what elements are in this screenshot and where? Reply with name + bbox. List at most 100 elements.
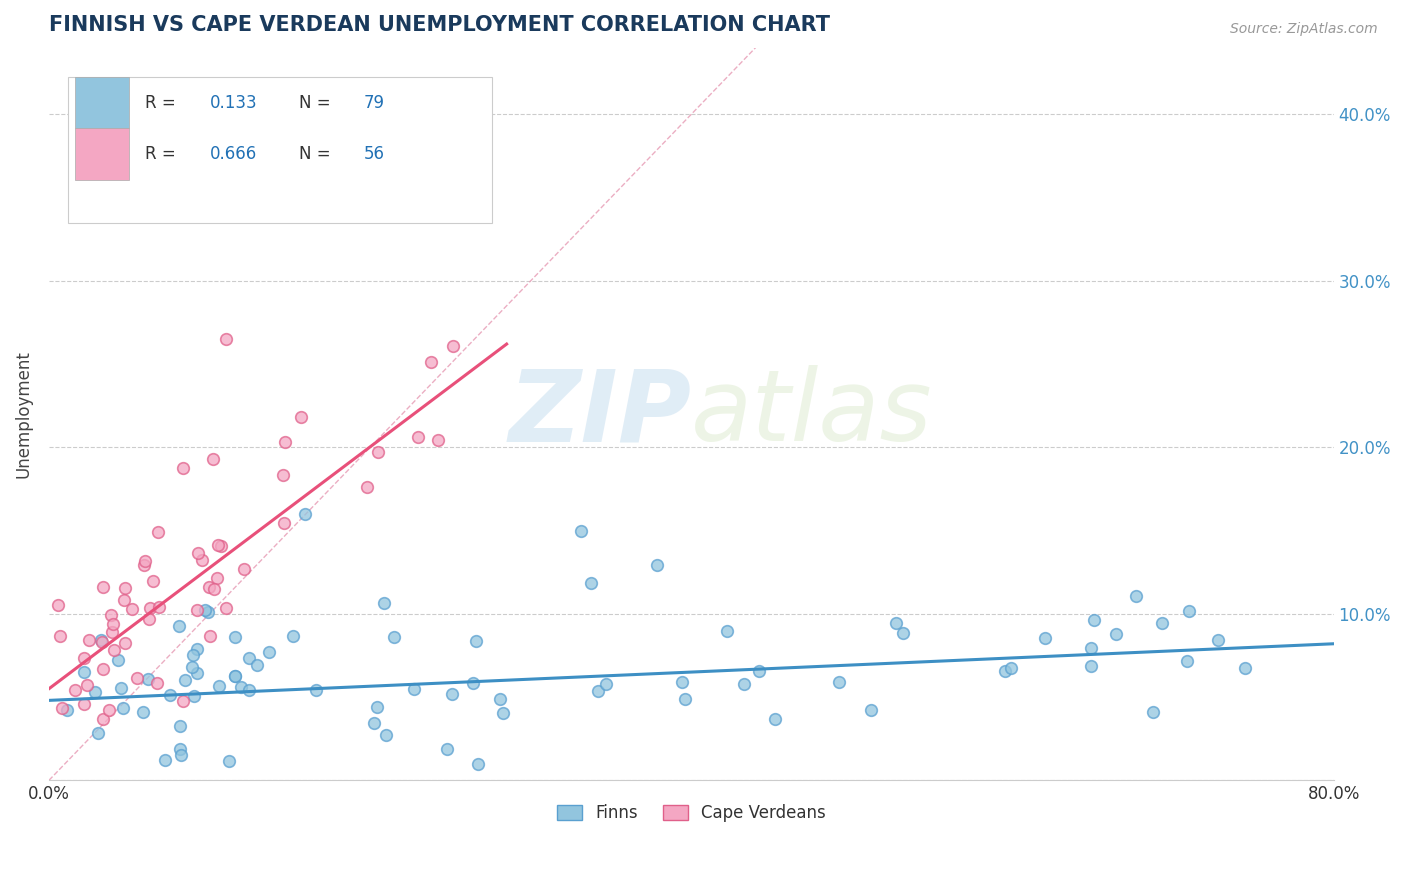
Text: 0.666: 0.666 <box>209 145 257 163</box>
Point <box>134 558 156 573</box>
Point <box>273 468 295 483</box>
Point <box>148 600 170 615</box>
Point <box>111 701 134 715</box>
Point <box>419 355 441 369</box>
Point <box>1125 589 1147 603</box>
Point <box>101 616 124 631</box>
Point <box>125 671 148 685</box>
FancyBboxPatch shape <box>75 77 128 128</box>
Point <box>886 615 908 630</box>
Point <box>373 596 395 610</box>
Point <box>110 681 132 695</box>
Point <box>84 685 107 699</box>
Point <box>356 480 378 494</box>
Point <box>647 558 669 572</box>
Point <box>238 651 260 665</box>
Text: Source: ZipAtlas.com: Source: ZipAtlas.com <box>1230 22 1378 37</box>
FancyBboxPatch shape <box>75 128 128 179</box>
Point <box>180 660 202 674</box>
Point <box>763 712 786 726</box>
Point <box>148 525 170 540</box>
Point <box>1033 631 1056 645</box>
Point <box>173 673 195 688</box>
Point <box>367 444 389 458</box>
Point <box>186 603 208 617</box>
Point <box>55 703 77 717</box>
Point <box>366 699 388 714</box>
FancyBboxPatch shape <box>69 77 492 224</box>
Point <box>359 157 381 171</box>
Point <box>1178 604 1201 618</box>
Text: ZIP: ZIP <box>509 366 692 462</box>
Point <box>579 575 602 590</box>
Point <box>671 674 693 689</box>
Point <box>209 539 232 553</box>
Point <box>100 607 122 622</box>
Point <box>204 582 226 596</box>
Point <box>90 635 112 649</box>
Point <box>238 683 260 698</box>
Point <box>107 653 129 667</box>
Point <box>860 703 883 717</box>
Point <box>187 546 209 560</box>
Point <box>436 741 458 756</box>
Point <box>112 593 135 607</box>
Point <box>1080 640 1102 655</box>
Point <box>748 665 770 679</box>
Point <box>441 687 464 701</box>
Point <box>207 538 229 552</box>
Point <box>198 629 221 643</box>
Point <box>461 675 484 690</box>
Point <box>1080 659 1102 673</box>
Point <box>114 636 136 650</box>
Text: 79: 79 <box>364 94 385 112</box>
Point <box>224 630 246 644</box>
Point <box>1233 661 1256 675</box>
Point <box>246 657 269 672</box>
Point <box>197 580 219 594</box>
Text: N =: N = <box>299 94 336 112</box>
Point <box>202 452 225 467</box>
Point <box>197 605 219 619</box>
Point <box>98 703 121 717</box>
Point <box>169 741 191 756</box>
Point <box>131 705 153 719</box>
Point <box>489 692 512 706</box>
Point <box>733 676 755 690</box>
Point <box>91 580 114 594</box>
Point <box>569 524 592 538</box>
Point <box>994 665 1017 679</box>
Point <box>305 683 328 698</box>
Point <box>208 679 231 693</box>
Point <box>232 562 254 576</box>
Text: FINNISH VS CAPE VERDEAN UNEMPLOYMENT CORRELATION CHART: FINNISH VS CAPE VERDEAN UNEMPLOYMENT COR… <box>49 15 830 35</box>
Point <box>294 507 316 521</box>
Point <box>155 753 177 767</box>
Point <box>146 676 169 690</box>
Point <box>441 339 464 353</box>
Point <box>136 672 159 686</box>
Point <box>382 630 405 644</box>
Point <box>1105 626 1128 640</box>
Point <box>186 666 208 681</box>
Point <box>595 677 617 691</box>
Point <box>76 678 98 692</box>
Point <box>101 624 124 639</box>
Point <box>77 632 100 647</box>
Point <box>229 680 252 694</box>
Legend: Finns, Cape Verdeans: Finns, Cape Verdeans <box>551 799 831 827</box>
Y-axis label: Unemployment: Unemployment <box>15 350 32 478</box>
Point <box>290 409 312 424</box>
Text: N =: N = <box>299 145 336 163</box>
Point <box>91 712 114 726</box>
Point <box>186 642 208 657</box>
Point <box>273 516 295 530</box>
Point <box>402 682 425 697</box>
Text: 0.133: 0.133 <box>209 94 257 112</box>
Point <box>586 683 609 698</box>
Point <box>134 554 156 568</box>
Point <box>169 718 191 732</box>
Point <box>1000 661 1022 675</box>
Point <box>891 626 914 640</box>
Point <box>259 645 281 659</box>
